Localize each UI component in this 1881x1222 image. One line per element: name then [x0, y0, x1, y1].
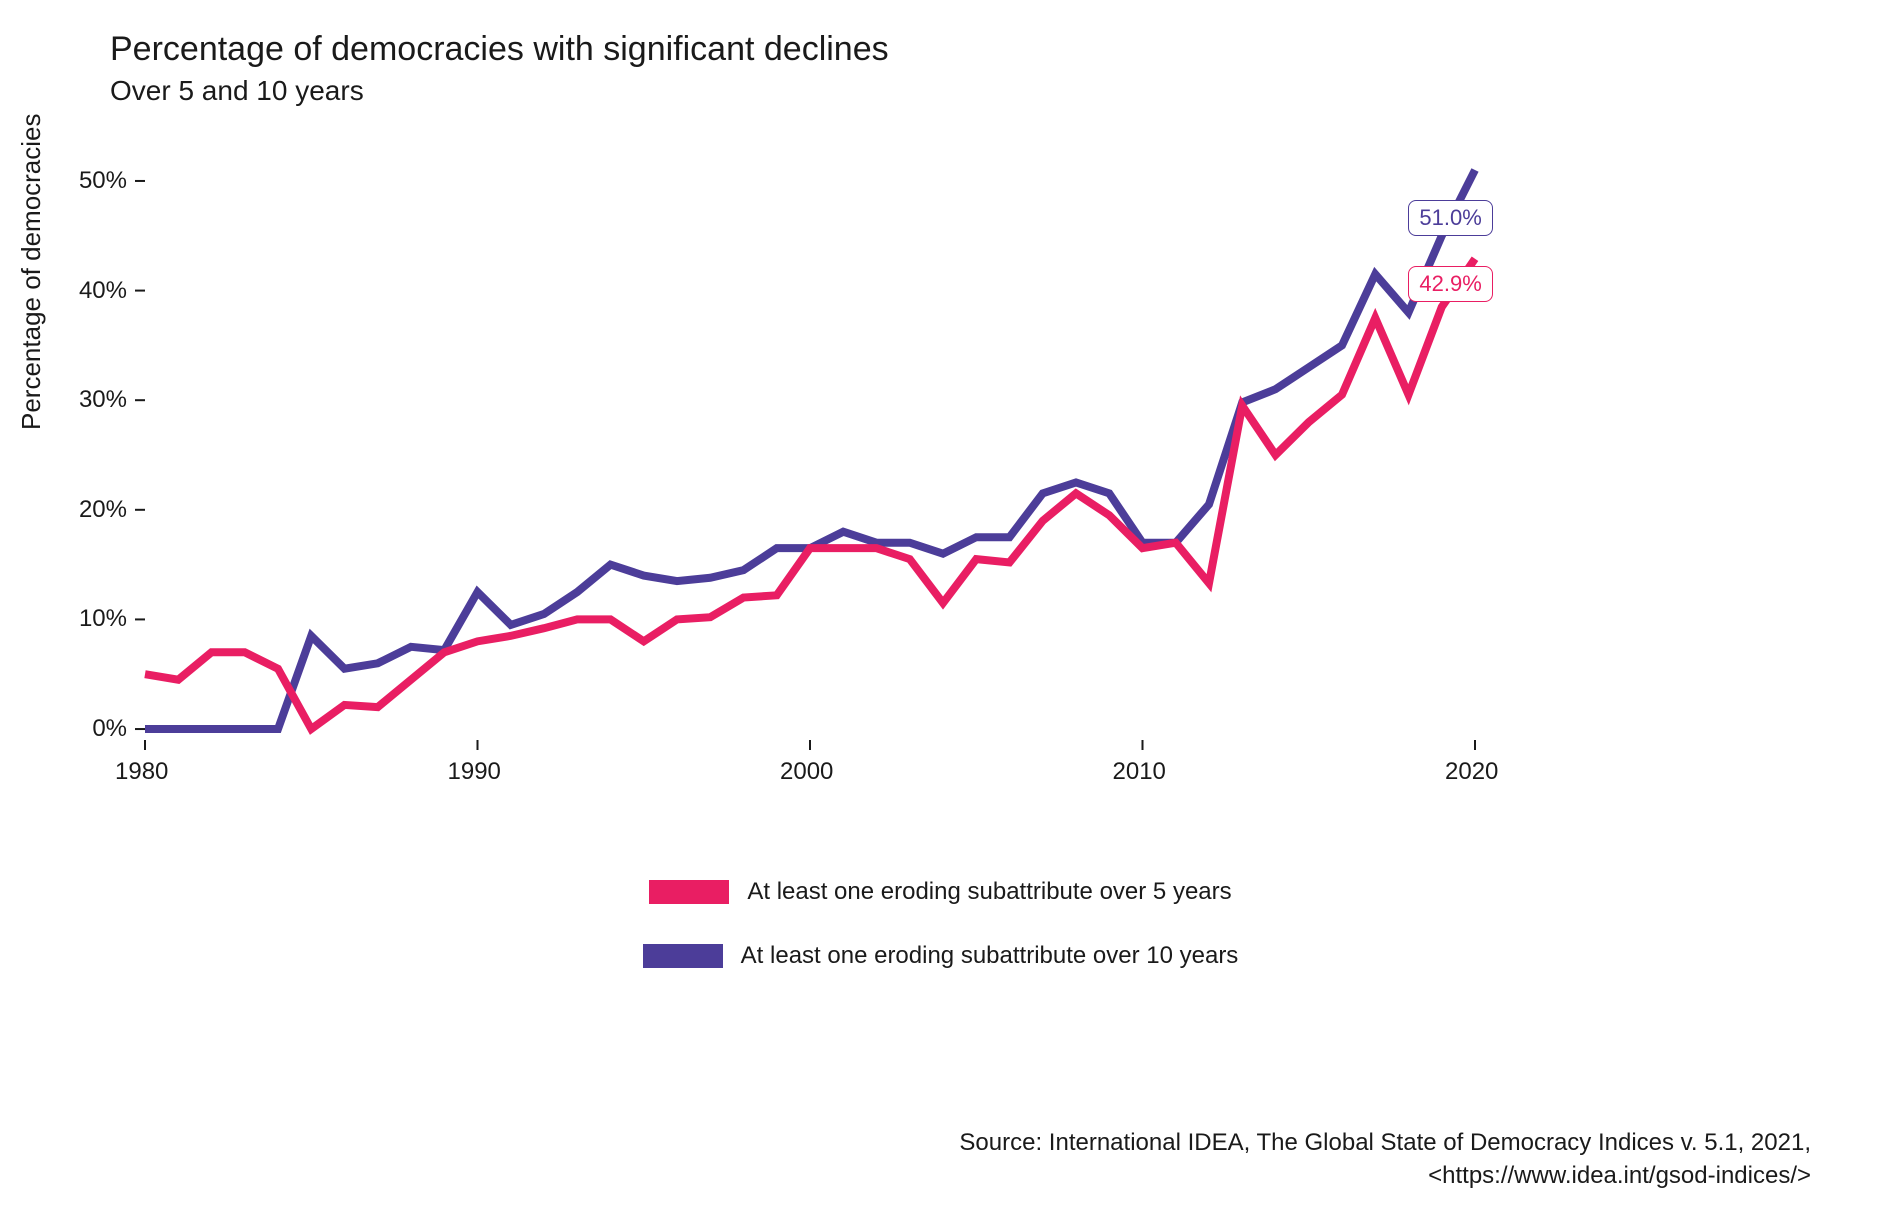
- y-tick-label: 40%: [79, 277, 127, 305]
- x-tick-label: 2020: [1445, 758, 1498, 786]
- chart-page: Percentage of democracies with significa…: [0, 0, 1881, 1222]
- chart-subtitle: Over 5 and 10 years: [110, 75, 1821, 107]
- x-tick-label: 1980: [115, 758, 168, 786]
- x-tick-label: 2000: [780, 758, 833, 786]
- y-tick-label: 20%: [79, 496, 127, 524]
- source-attribution: Source: International IDEA, The Global S…: [959, 1127, 1811, 1192]
- end-badge-10yr: 51.0%: [1408, 200, 1492, 236]
- legend-label-10yr: At least one eroding subattribute over 1…: [741, 942, 1239, 970]
- legend-swatch-5yr: [649, 880, 729, 904]
- x-tick-label: 2010: [1113, 758, 1166, 786]
- end-badge-5yr: 42.9%: [1408, 266, 1492, 302]
- y-tick-label: 10%: [79, 605, 127, 633]
- legend-label-5yr: At least one eroding subattribute over 5…: [747, 878, 1231, 906]
- y-tick-label: 50%: [79, 167, 127, 195]
- y-axis-label: Percentage of democracies: [16, 113, 47, 430]
- line-chart-plot: [135, 160, 1525, 790]
- legend-item-5yr: At least one eroding subattribute over 5…: [649, 878, 1231, 906]
- y-tick-label: 30%: [79, 386, 127, 414]
- source-line-1: Source: International IDEA, The Global S…: [959, 1129, 1811, 1156]
- y-tick-label: 0%: [92, 715, 127, 743]
- legend-item-10yr: At least one eroding subattribute over 1…: [643, 942, 1239, 970]
- source-line-2: <https://www.idea.int/gsod-indices/>: [1428, 1162, 1811, 1189]
- legend-swatch-10yr: [643, 944, 723, 968]
- chart-title: Percentage of democracies with significa…: [110, 30, 1821, 69]
- x-tick-label: 1990: [448, 758, 501, 786]
- legend: At least one eroding subattribute over 5…: [0, 860, 1881, 988]
